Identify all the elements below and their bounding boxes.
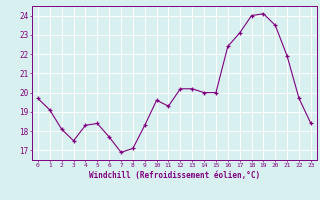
X-axis label: Windchill (Refroidissement éolien,°C): Windchill (Refroidissement éolien,°C) xyxy=(89,171,260,180)
